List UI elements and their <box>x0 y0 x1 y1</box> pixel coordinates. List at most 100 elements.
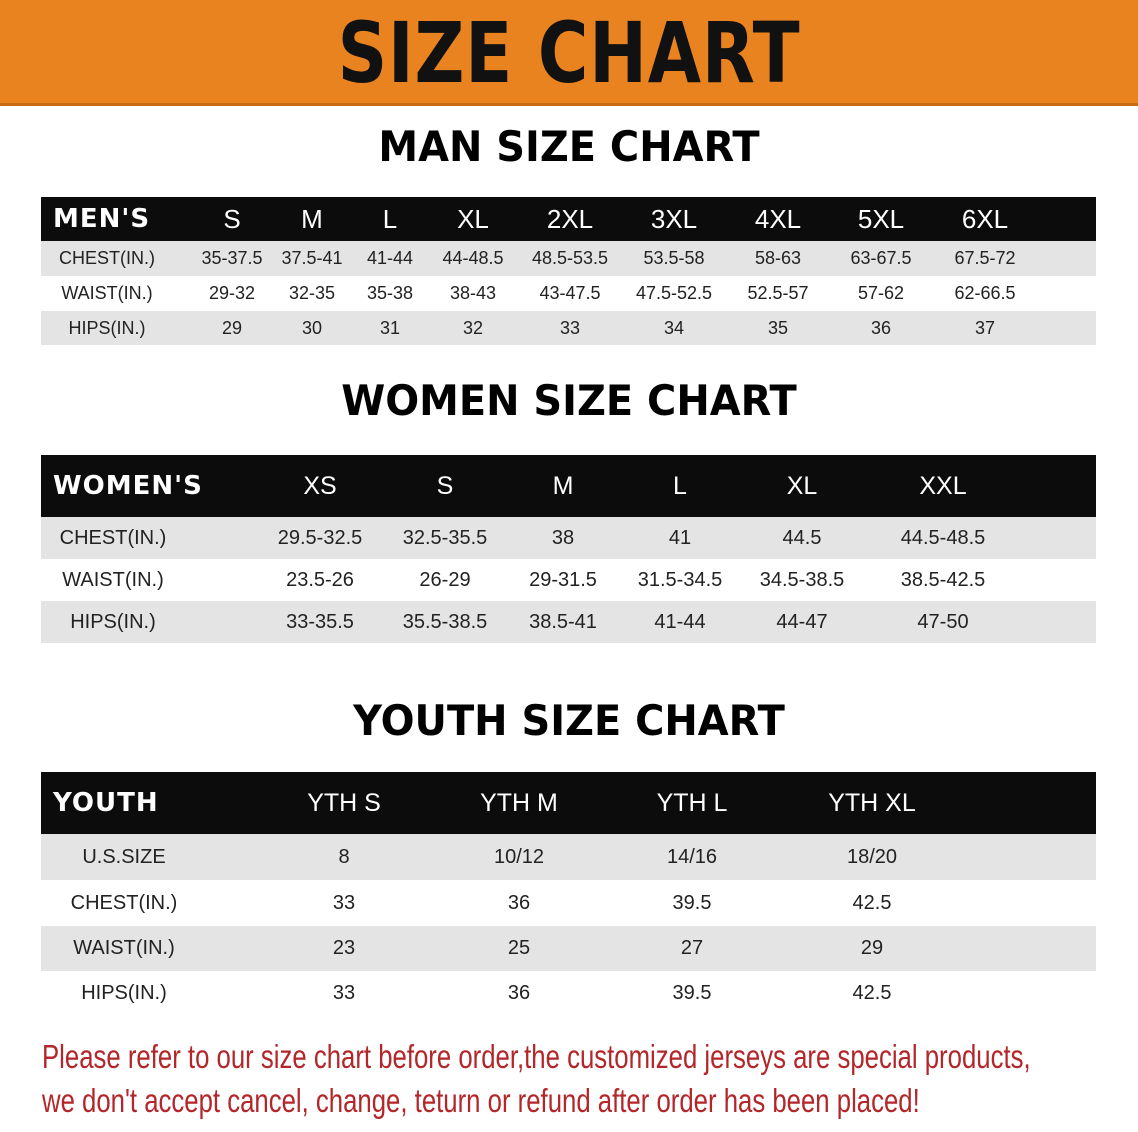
table-cell: 31 <box>379 317 401 338</box>
table-cell: 10/12 <box>493 845 545 868</box>
table-cell: 36 <box>870 317 892 338</box>
table-cell: 14/16 <box>666 845 718 868</box>
table-cell: 36 <box>507 982 531 1004</box>
size-header-3xl: 3XL <box>650 203 698 234</box>
table-row: WAIST(IN.) 23 25 27 29 <box>41 926 1096 971</box>
size-header-xxl: XXL <box>919 471 967 500</box>
table-cell: 34.5-38.5 <box>759 568 845 591</box>
table-row: WAIST(IN.) 23.5-26 26-29 29-31.5 31.5-34.5 34… <box>41 559 1096 601</box>
table-cell: 35 <box>767 317 789 338</box>
row-label: CHEST(IN.) <box>70 891 178 914</box>
youth-table-header: YOUTH YTH S YTH M YTH L YTH XL <box>41 772 1096 834</box>
table-cell: 32 <box>462 317 484 338</box>
size-header-5xl: 5XL <box>857 203 905 234</box>
row-label: HIPS(IN.) <box>70 610 156 633</box>
table-cell: 57-62 <box>857 283 905 303</box>
youth-header-label: YOUTH <box>53 788 159 818</box>
table-cell: 42.5 <box>852 891 892 914</box>
table-cell: 58-63 <box>754 248 802 268</box>
table-cell: 32.5-35.5 <box>402 526 488 549</box>
table-cell: 63-67.5 <box>850 248 912 268</box>
table-cell: 33-35.5 <box>286 610 354 633</box>
table-cell: 26-29 <box>419 568 471 591</box>
table-cell: 36 <box>507 891 531 914</box>
notice-line-2: we don't accept cancel, change, teturn o… <box>42 1082 920 1119</box>
row-label: HIPS(IN.) <box>68 317 146 338</box>
size-header-yth-l: YTH L <box>656 788 728 817</box>
table-cell: 30 <box>301 317 323 338</box>
table-cell: 35-37.5 <box>201 248 263 268</box>
table-cell: 44.5-48.5 <box>900 526 986 549</box>
table-cell: 37 <box>974 317 996 338</box>
row-label: WAIST(IN.) <box>62 568 164 591</box>
table-cell: 33 <box>332 891 356 914</box>
table-cell: 27 <box>680 937 704 959</box>
table-cell: 39.5 <box>672 891 712 914</box>
table-cell: 41-44 <box>366 248 414 268</box>
table-cell: 33 <box>559 317 581 338</box>
table-cell: 32-35 <box>288 283 336 303</box>
size-header-2xl: 2XL <box>546 203 594 234</box>
table-row: CHEST(IN.) 35-37.5 37.5-41 41-44 44-48.5 48.5… <box>41 241 1096 276</box>
row-label: CHEST(IN.) <box>59 248 155 268</box>
table-cell: 23 <box>332 937 356 959</box>
men-header-label: MEN'S <box>53 204 151 234</box>
table-cell: 33 <box>332 982 356 1004</box>
table-cell: 23.5-26 <box>286 568 354 591</box>
table-cell: 62-66.5 <box>954 283 1016 303</box>
table-cell: 37.5-41 <box>281 248 343 268</box>
table-cell: 29 <box>221 317 243 338</box>
size-header-xs: XS <box>303 471 337 500</box>
row-label: WAIST(IN.) <box>61 283 153 303</box>
men-table-header: MEN'S S M L XL 2XL 3XL 4XL 5XL 6XL <box>41 197 1096 241</box>
table-cell: 38.5-41 <box>529 610 597 633</box>
table-cell: 8 <box>338 845 350 868</box>
table-cell: 47.5-52.5 <box>635 283 713 303</box>
women-table-header: WOMEN'S XS S M L XL XXL <box>41 455 1096 517</box>
table-cell: 25 <box>507 937 531 959</box>
size-header-yth-xl: YTH XL <box>828 788 916 817</box>
table-row: CHEST(IN.) 29.5-32.5 32.5-35.5 38 41 44.5 44.5… <box>41 517 1096 559</box>
table-cell: 35.5-38.5 <box>402 610 488 633</box>
size-header-yth-m: YTH M <box>480 788 558 817</box>
table-cell: 31.5-34.5 <box>637 568 723 591</box>
size-header-s: S <box>436 471 454 500</box>
table-cell: 44-48.5 <box>442 248 504 268</box>
size-header-l: L <box>382 203 398 234</box>
table-cell: 48.5-53.5 <box>531 248 609 268</box>
row-label: HIPS(IN.) <box>81 982 167 1004</box>
row-label: WAIST(IN.) <box>73 937 175 959</box>
table-cell: 67.5-72 <box>954 248 1016 268</box>
table-cell: 34 <box>663 317 685 338</box>
size-header-xl: XL <box>786 471 818 500</box>
table-cell: 18/20 <box>846 845 898 868</box>
banner-title: SIZE CHART <box>337 4 801 102</box>
table-row: HIPS(IN.) 29 30 31 32 33 34 35 36 37 <box>41 311 1096 345</box>
size-header-4xl: 4XL <box>754 203 802 234</box>
row-label: CHEST(IN.) <box>59 526 167 549</box>
table-cell: 44.5 <box>782 526 822 549</box>
table-cell: 39.5 <box>672 982 712 1004</box>
size-header-xl: XL <box>457 203 489 234</box>
table-cell: 38.5-42.5 <box>900 568 986 591</box>
table-cell: 41-44 <box>654 610 706 633</box>
size-header-6xl: 6XL <box>961 203 1009 234</box>
table-cell: 29-32 <box>208 283 256 303</box>
table-cell: 29.5-32.5 <box>277 526 363 549</box>
table-cell: 41 <box>668 526 692 549</box>
size-chart-banner: SIZE CHART <box>0 0 1138 106</box>
men-section-title: MAN SIZE CHART <box>378 122 760 171</box>
size-header-yth-s: YTH S <box>307 788 381 817</box>
table-cell: 52.5-57 <box>747 283 809 303</box>
table-cell: 29-31.5 <box>529 568 597 591</box>
size-header-s: S <box>223 203 241 234</box>
youth-section-title: YOUTH SIZE CHART <box>353 696 785 745</box>
table-cell: 42.5 <box>852 982 892 1004</box>
table-cell: 43-47.5 <box>539 283 601 303</box>
table-cell: 47-50 <box>917 610 969 633</box>
row-label: U.S.SIZE <box>82 845 166 868</box>
size-header-l: L <box>673 471 687 500</box>
table-cell: 53.5-58 <box>643 248 705 268</box>
table-cell: 44-47 <box>776 610 828 633</box>
table-row: CHEST(IN.) 33 36 39.5 42.5 <box>41 880 1096 926</box>
